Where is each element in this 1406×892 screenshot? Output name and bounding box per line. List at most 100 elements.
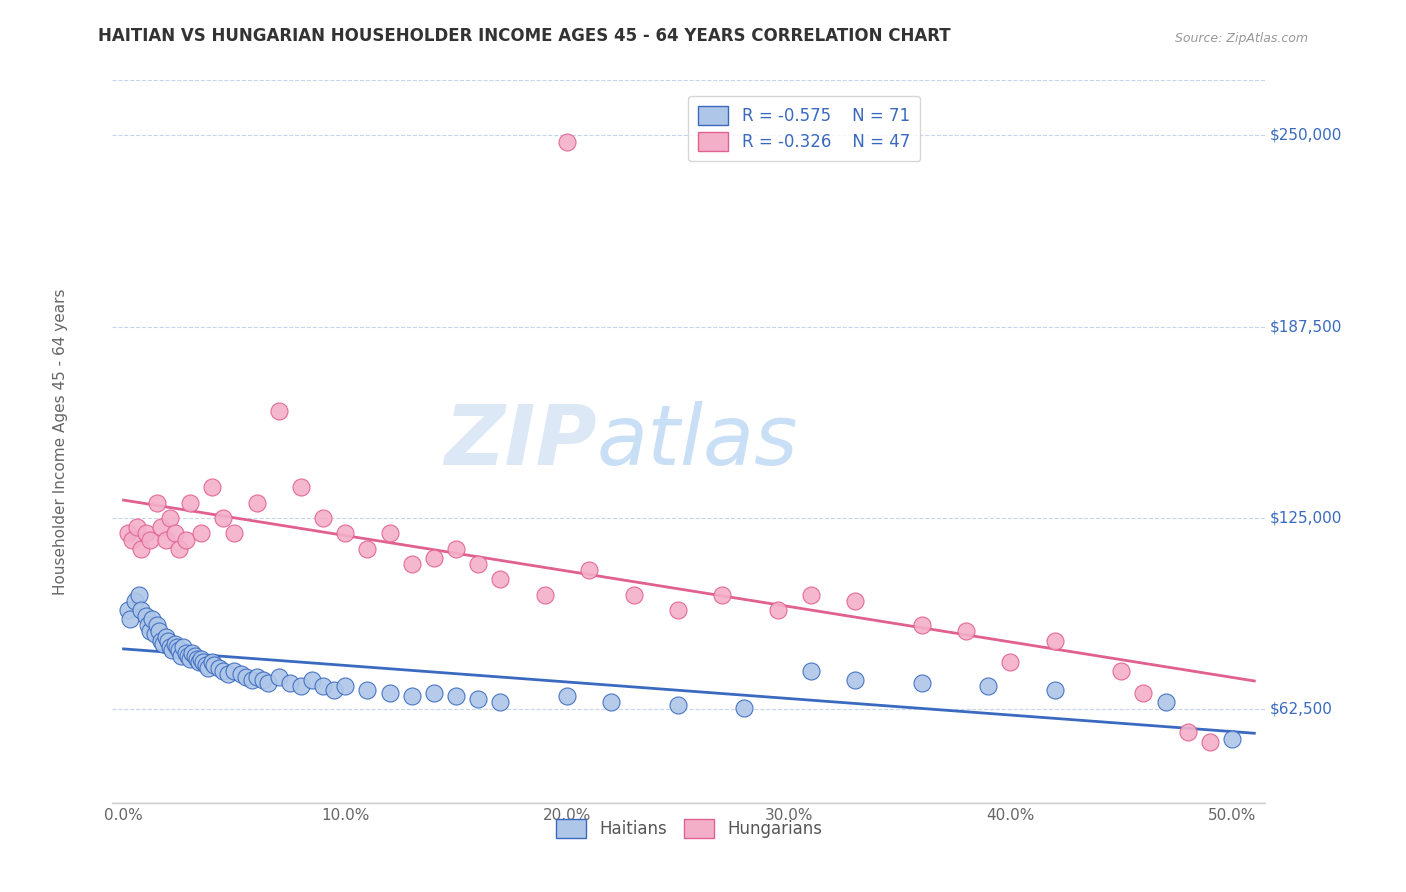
Point — [163, 637, 186, 651]
Point — [188, 655, 211, 669]
Point — [1199, 734, 1222, 748]
Point — [1154, 695, 1177, 709]
Text: $125,000: $125,000 — [1270, 510, 1343, 525]
Point — [129, 603, 153, 617]
Point — [224, 526, 246, 541]
Point — [136, 618, 159, 632]
Point — [229, 667, 252, 681]
Point — [423, 685, 446, 699]
Point — [146, 618, 169, 632]
Text: $62,500: $62,500 — [1270, 702, 1333, 717]
Point — [197, 661, 219, 675]
Point — [844, 673, 866, 688]
Point — [335, 680, 357, 694]
Point — [240, 673, 263, 688]
Point — [190, 652, 212, 666]
Point — [155, 533, 177, 547]
Point — [128, 588, 150, 602]
Point — [423, 550, 446, 565]
Point — [666, 603, 689, 617]
Point — [246, 496, 269, 510]
Point — [129, 541, 153, 556]
Point — [163, 526, 186, 541]
Point — [1132, 685, 1154, 699]
Point — [467, 557, 489, 571]
Point — [174, 646, 197, 660]
Point — [167, 642, 190, 657]
Point — [555, 689, 578, 703]
Point — [155, 631, 177, 645]
Point — [301, 673, 323, 688]
Point — [1000, 655, 1022, 669]
Point — [555, 135, 578, 149]
Point — [194, 658, 217, 673]
Point — [235, 670, 257, 684]
Point — [135, 526, 157, 541]
Point — [162, 642, 184, 657]
Text: HAITIAN VS HUNGARIAN HOUSEHOLDER INCOME AGES 45 - 64 YEARS CORRELATION CHART: HAITIAN VS HUNGARIAN HOUSEHOLDER INCOME … — [98, 27, 950, 45]
Point — [156, 633, 179, 648]
Point — [124, 593, 146, 607]
Point — [844, 593, 866, 607]
Point — [201, 480, 224, 494]
Text: Householder Income Ages 45 - 64 years: Householder Income Ages 45 - 64 years — [53, 288, 67, 595]
Point — [204, 658, 226, 673]
Point — [1111, 664, 1133, 678]
Point — [312, 511, 335, 525]
Point — [766, 603, 789, 617]
Point — [267, 670, 290, 684]
Point — [201, 655, 224, 669]
Point — [170, 648, 193, 663]
Point — [208, 661, 231, 675]
Point — [278, 676, 301, 690]
Point — [139, 624, 162, 639]
Point — [167, 541, 190, 556]
Point — [177, 648, 200, 663]
Point — [146, 496, 169, 510]
Point — [174, 533, 197, 547]
Point — [489, 572, 512, 586]
Point — [312, 680, 335, 694]
Point — [135, 609, 157, 624]
Point — [335, 526, 357, 541]
Point — [356, 682, 378, 697]
Text: $187,500: $187,500 — [1270, 319, 1343, 334]
Point — [148, 624, 170, 639]
Point — [578, 563, 600, 577]
Point — [290, 680, 312, 694]
Point — [401, 689, 423, 703]
Point — [224, 664, 246, 678]
Point — [800, 588, 823, 602]
Point — [378, 685, 401, 699]
Point — [666, 698, 689, 712]
Point — [246, 670, 269, 684]
Point — [217, 667, 239, 681]
Text: $250,000: $250,000 — [1270, 128, 1343, 143]
Point — [139, 533, 162, 547]
Point — [212, 664, 235, 678]
Point — [181, 646, 204, 660]
Point — [117, 603, 139, 617]
Point — [534, 588, 557, 602]
Point — [467, 691, 489, 706]
Point — [252, 673, 274, 688]
Point — [911, 618, 934, 632]
Point — [150, 633, 173, 648]
Point — [356, 541, 378, 556]
Point — [152, 637, 174, 651]
Point — [121, 533, 143, 547]
Point — [1043, 682, 1066, 697]
Point — [600, 695, 623, 709]
Point — [179, 652, 201, 666]
Point — [186, 652, 208, 666]
Point — [166, 640, 188, 654]
Point — [267, 404, 290, 418]
Point — [444, 689, 467, 703]
Point — [323, 682, 346, 697]
Text: Source: ZipAtlas.com: Source: ZipAtlas.com — [1174, 31, 1308, 45]
Text: atlas: atlas — [596, 401, 799, 482]
Point — [378, 526, 401, 541]
Point — [1043, 633, 1066, 648]
Point — [150, 520, 173, 534]
Point — [212, 511, 235, 525]
